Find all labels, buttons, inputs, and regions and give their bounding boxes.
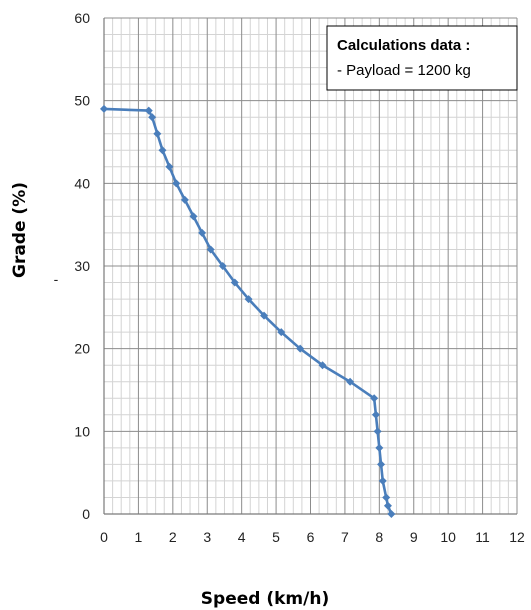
data-point	[277, 328, 286, 337]
data-point	[382, 493, 391, 502]
x-tick-label: 5	[272, 529, 280, 545]
data-point	[180, 195, 189, 204]
data-point	[198, 228, 207, 237]
data-point	[387, 510, 396, 518]
data-point	[189, 212, 198, 221]
major-grid	[103, 17, 518, 515]
x-tick-label: 0	[100, 529, 108, 545]
annotation-title: Calculations data :	[337, 37, 470, 54]
series-layer	[100, 104, 396, 518]
y-tick-label: 0	[82, 506, 90, 522]
y-tick-label: 50	[74, 93, 90, 109]
data-point	[206, 245, 215, 254]
y-tick-label: 20	[74, 341, 90, 357]
x-tick-label: 11	[475, 529, 490, 545]
x-tick-label: 1	[135, 529, 143, 545]
y-tick-label: 10	[74, 423, 90, 439]
x-tick-label: 2	[169, 529, 177, 545]
x-tick-label: 3	[203, 529, 211, 545]
data-point	[158, 146, 167, 155]
data-point	[144, 106, 153, 115]
y-tick-label: 30	[74, 258, 90, 274]
data-point	[378, 476, 387, 485]
x-axis-title: Speed (km/h)	[201, 589, 329, 609]
data-point	[148, 113, 157, 122]
data-point	[172, 179, 181, 188]
stray-mark: -	[54, 271, 59, 287]
annotation-line-payload: - Payload = 1200 kg	[337, 62, 471, 79]
x-tick-label: 7	[341, 529, 349, 545]
data-point	[346, 377, 355, 386]
y-tick-labels: 0 10 20 30 40 50 60	[74, 10, 90, 522]
x-tick-label: 12	[509, 529, 525, 545]
y-tick-label: 40	[74, 175, 90, 191]
x-tick-label: 6	[307, 529, 315, 545]
data-point	[373, 427, 382, 436]
y-tick-label: 60	[74, 10, 90, 26]
annotation-frame	[326, 25, 518, 91]
data-point	[230, 278, 239, 287]
data-point	[165, 162, 174, 171]
x-tick-labels: 0 1 2 3 4 5 6 7 8 9 10 11 12	[100, 529, 525, 545]
y-axis-title: Grade (%)	[10, 182, 30, 278]
data-point	[244, 295, 253, 304]
x-tick-label: 9	[410, 529, 418, 545]
data-point	[100, 104, 108, 113]
axes	[103, 18, 517, 515]
data-point	[218, 262, 227, 270]
data-point	[383, 501, 392, 510]
data-point	[296, 344, 305, 353]
data-point	[318, 361, 327, 370]
x-tick-label: 8	[375, 529, 383, 545]
data-point	[370, 394, 379, 403]
data-point	[371, 410, 380, 419]
data-point	[375, 443, 384, 452]
data-point	[153, 129, 162, 138]
x-tick-label: 10	[440, 529, 456, 545]
x-tick-label: 4	[238, 529, 246, 545]
data-point	[377, 460, 386, 469]
annotation-box: Calculations data : - Payload = 1200 kg	[326, 25, 518, 91]
series-line	[103, 107, 393, 515]
data-point	[260, 311, 269, 320]
